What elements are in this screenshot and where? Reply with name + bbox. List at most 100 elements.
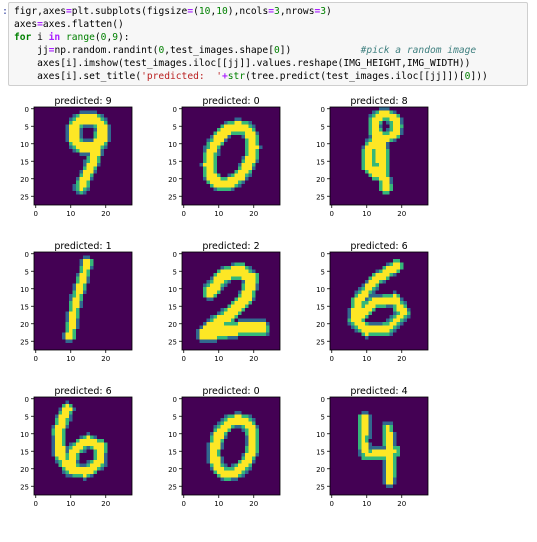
pixel (224, 138, 228, 143)
pixel (227, 124, 232, 129)
pixel (245, 470, 249, 475)
pixel (386, 439, 390, 443)
pixel (217, 318, 221, 323)
pixel (90, 463, 94, 468)
pixel (62, 407, 66, 412)
pixel (248, 297, 253, 302)
y-tick-label: 5 (25, 413, 29, 421)
pixel (365, 280, 369, 284)
pixel (252, 442, 256, 447)
pixel (255, 439, 260, 443)
pixel (62, 425, 66, 429)
pixel (400, 301, 404, 305)
pixel (220, 442, 225, 447)
pixel (210, 166, 214, 171)
pixel (358, 432, 362, 436)
pixel (396, 322, 401, 326)
pixel (210, 177, 214, 181)
pixel (393, 266, 397, 270)
pixel (245, 418, 249, 422)
pixel (241, 121, 246, 125)
pixel (245, 439, 249, 443)
pixel (393, 456, 397, 461)
y-tick-label: 10 (316, 286, 325, 294)
pixel (389, 131, 394, 136)
pixel (62, 336, 66, 340)
pixel (224, 177, 228, 181)
pixel (213, 339, 218, 344)
pixel (231, 315, 235, 319)
pixel (79, 435, 84, 440)
pixel (354, 315, 359, 319)
pixel (379, 329, 383, 333)
pixel (372, 322, 376, 326)
code-editor[interactable]: figr,axes=plt.subplots(figsize=(10,10),n… (14, 5, 488, 83)
pixel (365, 446, 369, 450)
pixel (72, 407, 77, 412)
pixel (231, 425, 235, 429)
pixel (72, 290, 77, 295)
pixel (252, 131, 256, 136)
pixel (396, 262, 401, 267)
pixel (72, 124, 77, 129)
pixel (104, 131, 108, 136)
pixel (372, 152, 376, 157)
pixel (375, 124, 380, 129)
pixel (210, 297, 214, 302)
pixel (231, 308, 235, 312)
pixel (51, 453, 56, 457)
pixel (245, 329, 249, 333)
pixel (382, 449, 387, 454)
pixel (100, 446, 105, 450)
pixel (354, 290, 359, 295)
y-tick-label: 10 (316, 141, 325, 149)
pixel (93, 163, 98, 167)
pixel (252, 418, 256, 422)
pixel (393, 128, 397, 132)
code-token: . (89, 6, 95, 17)
digit-pixels (65, 110, 112, 195)
pixel (58, 428, 63, 433)
pixel (62, 449, 66, 454)
pixel (365, 304, 369, 309)
pixel (241, 177, 246, 181)
pixel (262, 322, 267, 326)
pixel (365, 453, 369, 457)
pixel (245, 449, 249, 454)
pixel (83, 177, 87, 181)
pixel (83, 121, 87, 125)
pixel (262, 318, 267, 323)
axes-frame (181, 251, 281, 351)
pixel (79, 273, 84, 277)
pixel (368, 159, 373, 164)
pixel (248, 152, 253, 157)
pixel (241, 283, 246, 288)
pixel (234, 173, 239, 178)
pixel (220, 276, 225, 281)
pixel (389, 184, 394, 188)
pixel (213, 159, 218, 164)
pixel (358, 442, 362, 447)
pixel (238, 304, 242, 309)
pixel (220, 428, 225, 433)
pixel (104, 442, 108, 447)
pixel (365, 336, 369, 340)
pixel (203, 170, 207, 174)
pixel (220, 124, 225, 129)
pixel (238, 128, 242, 132)
pixel (382, 142, 387, 146)
pixel (386, 297, 390, 302)
pixel (100, 467, 105, 471)
pixel (231, 187, 235, 192)
pixel (220, 266, 225, 270)
pixel (93, 439, 98, 443)
code-cell-input[interactable]: figr,axes=plt.subplots(figsize=(10,10),n… (8, 2, 528, 86)
pixel (100, 121, 105, 125)
pixel (65, 339, 70, 344)
pixel (365, 301, 369, 305)
code-token: . (291, 58, 298, 69)
pixel (382, 191, 387, 195)
pixel (248, 325, 253, 330)
y-tick-label: 0 (25, 106, 29, 114)
